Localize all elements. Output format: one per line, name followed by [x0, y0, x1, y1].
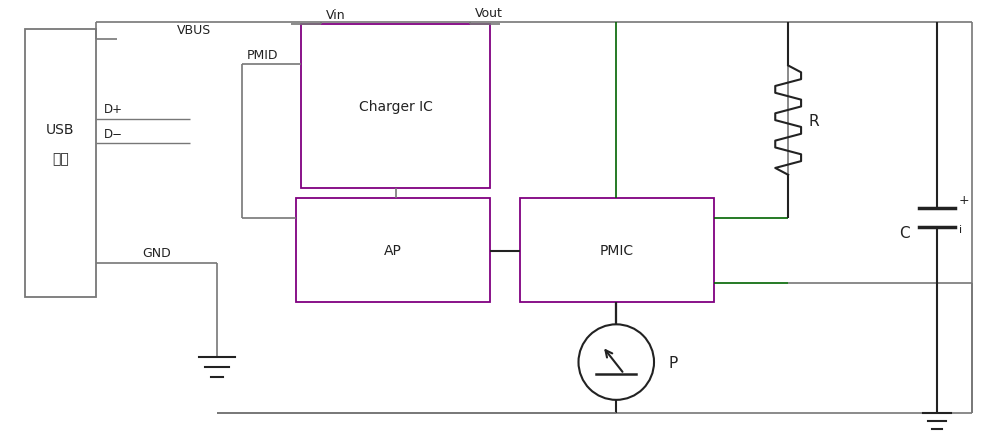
- Text: P: P: [669, 355, 678, 370]
- Text: USB: USB: [46, 122, 75, 136]
- Text: Vout: Vout: [475, 7, 503, 20]
- Text: AP: AP: [384, 244, 402, 258]
- Text: Vin: Vin: [326, 9, 346, 22]
- Text: 接口: 接口: [52, 152, 69, 166]
- Text: D+: D+: [104, 103, 123, 116]
- Text: GND: GND: [142, 247, 171, 260]
- Text: D−: D−: [104, 128, 123, 141]
- Bar: [301, 25, 490, 189]
- Text: C: C: [899, 226, 909, 240]
- Text: PMID: PMID: [247, 49, 278, 61]
- Text: +: +: [959, 194, 970, 207]
- Text: Charger IC: Charger IC: [359, 100, 433, 114]
- Text: i: i: [959, 225, 962, 235]
- Bar: [296, 199, 490, 303]
- Text: R: R: [808, 113, 819, 128]
- Text: PMIC: PMIC: [600, 244, 634, 258]
- Text: VBUS: VBUS: [177, 24, 211, 37]
- Bar: [520, 199, 714, 303]
- Bar: [25, 30, 96, 298]
